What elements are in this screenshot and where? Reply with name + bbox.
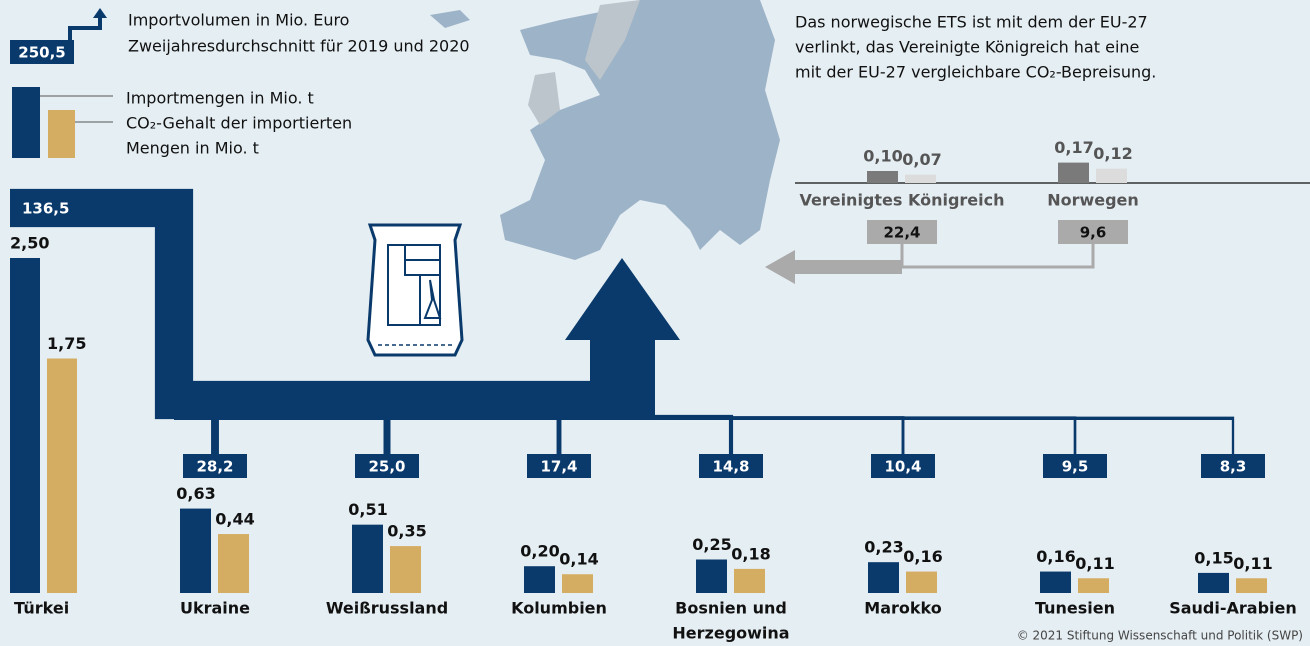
co2-bar <box>905 174 936 183</box>
co2-label: 0,44 <box>215 510 254 529</box>
quantity-bar <box>180 508 211 593</box>
quantity-bar <box>10 258 40 593</box>
linked-arrow <box>765 250 902 284</box>
co2-bar <box>218 534 249 593</box>
quantity-label: 0,23 <box>864 538 903 557</box>
legend-volume-text: Zweijahresdurchschnitt für 2019 und 2020 <box>128 37 470 56</box>
linked-name: Norwegen <box>1047 191 1139 210</box>
note-text: verlinkt, das Vereinigte Königreich hat … <box>795 38 1139 57</box>
co2-label: 0,18 <box>731 544 770 563</box>
country-name: Weißrussland <box>326 599 448 618</box>
volume-label: 22,4 <box>883 224 920 242</box>
country-name: Türkei <box>14 599 69 618</box>
co2-label: 1,75 <box>47 334 86 353</box>
legend-volume-text: Importvolumen in Mio. Euro <box>128 11 349 30</box>
quantity-bar <box>867 171 898 183</box>
map-uk <box>528 72 560 125</box>
quantity-label: 0,15 <box>1194 548 1233 567</box>
quantity-label: 0,63 <box>176 484 215 503</box>
co2-bar <box>734 568 765 593</box>
co2-bar <box>1078 578 1109 593</box>
quantity-bar <box>1040 571 1071 593</box>
co2-bar <box>1096 168 1127 183</box>
volume-box <box>871 454 935 478</box>
volume-box <box>183 454 247 478</box>
volume-label: 9,5 <box>1062 458 1089 476</box>
quantity-bar <box>696 559 727 593</box>
quantity-label: 0,51 <box>348 500 387 519</box>
quantity-label: 0,16 <box>1036 547 1075 566</box>
quantity-label: 0,20 <box>520 542 559 561</box>
legend-quantity-bar <box>12 87 40 158</box>
volume-label: 8,3 <box>1220 458 1247 476</box>
quantity-label: 0,10 <box>863 147 902 166</box>
map-norway <box>585 0 640 80</box>
volume-box <box>10 196 80 222</box>
country-name: Herzegowina <box>672 624 789 643</box>
flow <box>622 416 1235 456</box>
legend-volume-box <box>10 40 74 64</box>
co2-bar <box>1236 578 1267 593</box>
quantity-bar <box>868 562 899 593</box>
co2-bar <box>562 574 593 593</box>
legend-volume-arrowhead <box>93 8 107 18</box>
volume-box <box>527 454 591 478</box>
linked-name: Vereinigtes Königreich <box>799 191 1004 210</box>
quantity-bar <box>1198 572 1229 593</box>
country-name: Tunesien <box>1035 599 1115 618</box>
country-name: Saudi-Arabien <box>1169 599 1297 618</box>
co2-label: 0,35 <box>387 522 426 541</box>
legend-volume-arrow <box>68 16 102 40</box>
legend-co2-text: Mengen in Mio. t <box>126 139 259 158</box>
volume-box <box>867 220 937 244</box>
co2-label: 0,11 <box>1233 554 1272 573</box>
co2-label: 0,14 <box>559 550 598 569</box>
co2-label: 0,12 <box>1093 144 1132 163</box>
co2-label: 0,07 <box>902 150 941 169</box>
volume-label: 10,4 <box>884 458 921 476</box>
co2-label: 0,16 <box>903 547 942 566</box>
country-name: Bosnien und <box>675 599 787 618</box>
flow <box>383 412 622 456</box>
legend-volume-sample: 250,5 <box>18 44 65 62</box>
quantity-bar <box>352 524 383 593</box>
credit: © 2021 Stiftung Wissenschaft und Politik… <box>1017 629 1303 643</box>
volume-box <box>1043 454 1107 478</box>
volume-box <box>699 454 763 478</box>
quantity-bar <box>1058 162 1089 183</box>
co2-bar <box>906 571 937 593</box>
note-text: mit der EU-27 vergleichbare CO₂-Bepreisu… <box>795 63 1156 82</box>
legend-quantity-text: Importmengen in Mio. t <box>126 89 314 108</box>
country-name: Ukraine <box>180 599 250 618</box>
co2-label: 0,11 <box>1075 554 1114 573</box>
eu-arrow <box>565 258 680 420</box>
map-eu <box>500 0 780 260</box>
country-name: Marokko <box>864 599 941 618</box>
flows <box>10 188 1235 456</box>
co2-bar <box>47 358 77 593</box>
country-name: Kolumbien <box>511 599 607 618</box>
volume-label: 17,4 <box>540 458 577 476</box>
sack-icon <box>366 223 464 357</box>
co2-bar <box>390 546 421 593</box>
volume-label: 28,2 <box>196 458 233 476</box>
volume-box <box>355 454 419 478</box>
volume-box <box>1201 454 1265 478</box>
legend-co2-bar <box>48 110 75 158</box>
map-iceland <box>430 10 470 28</box>
quantity-label: 2,50 <box>10 234 49 253</box>
quantity-bar <box>524 566 555 593</box>
volume-box <box>1058 220 1128 244</box>
volume-label: 25,0 <box>368 458 405 476</box>
flow <box>10 188 622 420</box>
note-text: Das norwegische ETS ist mit dem der EU-2… <box>795 13 1148 32</box>
volume-label: 9,6 <box>1080 224 1107 242</box>
legend-co2-text: CO₂-Gehalt der importierten <box>126 114 352 133</box>
quantity-label: 0,25 <box>692 535 731 554</box>
volume-label: 136,5 <box>22 200 69 218</box>
quantity-label: 0,17 <box>1054 138 1093 157</box>
volume-label: 14,8 <box>712 458 749 476</box>
